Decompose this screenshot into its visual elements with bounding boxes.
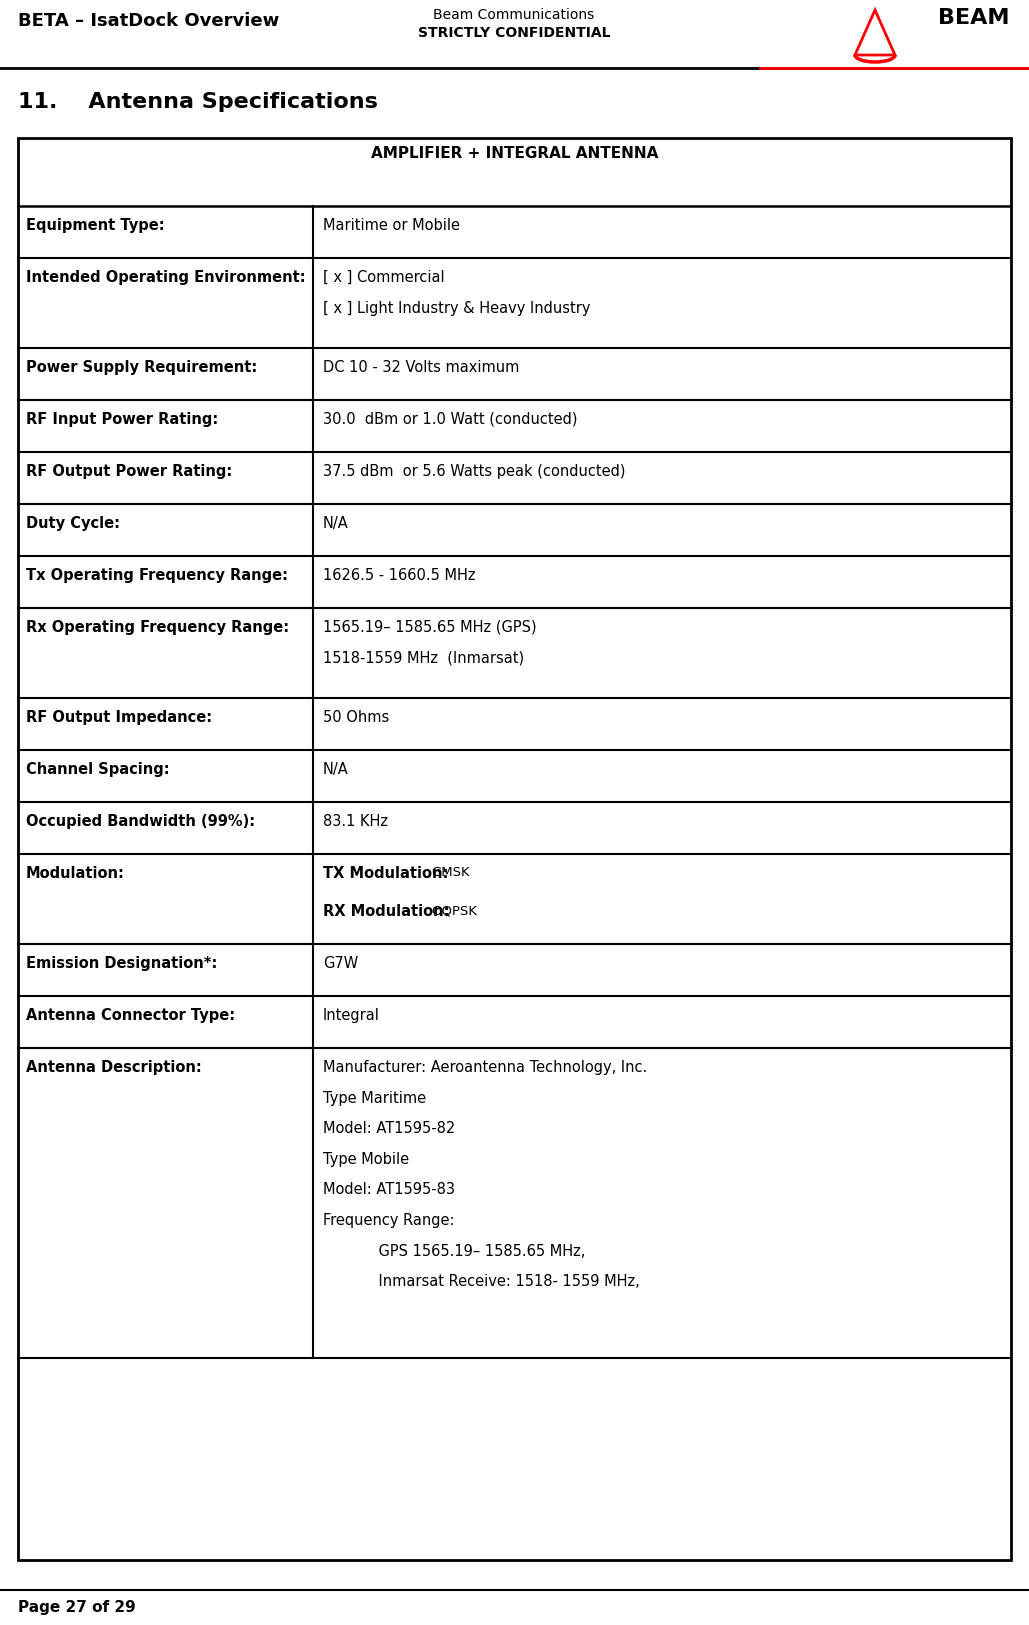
Text: STRICTLY CONFIDENTIAL: STRICTLY CONFIDENTIAL [418,26,610,41]
Text: 1565.19– 1585.65 MHz (GPS): 1565.19– 1585.65 MHz (GPS) [323,621,537,635]
Text: 30.0  dBm or 1.0 Watt (conducted): 30.0 dBm or 1.0 Watt (conducted) [323,413,577,427]
Text: G7W: G7W [323,956,358,972]
Text: AMPLIFIER + INTEGRAL ANTENNA: AMPLIFIER + INTEGRAL ANTENNA [370,146,659,161]
Text: Model: AT1595-83: Model: AT1595-83 [323,1183,455,1198]
Text: 37.5 dBm  or 5.6 Watts peak (conducted): 37.5 dBm or 5.6 Watts peak (conducted) [323,465,626,479]
Text: Rx Operating Frequency Range:: Rx Operating Frequency Range: [26,621,289,635]
Text: Duty Cycle:: Duty Cycle: [26,517,120,531]
Text: Intended Operating Environment:: Intended Operating Environment: [26,270,306,284]
Text: Antenna Connector Type:: Antenna Connector Type: [26,1008,235,1024]
Text: Equipment Type:: Equipment Type: [26,218,165,232]
Text: Occupied Bandwidth (99%):: Occupied Bandwidth (99%): [26,814,255,829]
Bar [17,138,1012,1560]
Text: DC 10 - 32 Volts maximum: DC 10 - 32 Volts maximum [323,361,520,375]
Text: N/A: N/A [323,762,349,777]
Text: RF Input Power Rating:: RF Input Power Rating: [26,413,218,427]
Text: 50 Ohms: 50 Ohms [323,710,389,725]
Text: Antenna Description:: Antenna Description: [26,1060,202,1076]
Text: 11.    Antenna Specifications: 11. Antenna Specifications [17,93,378,112]
Text: TX Modulation:: TX Modulation: [323,866,454,881]
Text: GPS 1565.19– 1585.65 MHz,: GPS 1565.19– 1585.65 MHz, [323,1243,586,1259]
Text: Page 27 of 29: Page 27 of 29 [17,1601,136,1615]
Text: Integral: Integral [323,1008,380,1024]
Text: [ x ] Light Industry & Heavy Industry: [ x ] Light Industry & Heavy Industry [323,301,591,315]
Text: [ x ] Commercial: [ x ] Commercial [323,270,445,284]
Text: Manufacturer: Aeroantenna Technology, Inc.: Manufacturer: Aeroantenna Technology, In… [323,1060,647,1076]
Text: Tx Operating Frequency Range:: Tx Operating Frequency Range: [26,569,288,583]
Text: Model: AT1595-82: Model: AT1595-82 [323,1121,455,1136]
Text: N/A: N/A [323,517,349,531]
Text: Channel Spacing:: Channel Spacing: [26,762,170,777]
Text: Power Supply Requirement:: Power Supply Requirement: [26,361,257,375]
Text: BETA – IsatDock Overview: BETA – IsatDock Overview [17,11,279,29]
Text: RF Output Impedance:: RF Output Impedance: [26,710,212,725]
Text: RX Modulation:: RX Modulation: [323,904,455,920]
Text: GMSK: GMSK [431,866,469,879]
Text: Beam Communications: Beam Communications [433,8,595,23]
Text: 1518-1559 MHz  (Inmarsat): 1518-1559 MHz (Inmarsat) [323,650,524,666]
Text: BEAM: BEAM [938,8,1010,28]
Text: Type Maritime: Type Maritime [323,1090,426,1105]
Text: 83.1 KHz: 83.1 KHz [323,814,388,829]
Text: RF Output Power Rating:: RF Output Power Rating: [26,465,233,479]
Text: OQPSK: OQPSK [431,904,477,916]
Text: Emission Designation*:: Emission Designation*: [26,956,217,972]
Text: Maritime or Mobile: Maritime or Mobile [323,218,460,232]
Text: Inmarsat Receive: 1518- 1559 MHz,: Inmarsat Receive: 1518- 1559 MHz, [323,1274,640,1289]
Text: Frequency Range:: Frequency Range: [323,1212,455,1228]
Text: 1626.5 - 1660.5 MHz: 1626.5 - 1660.5 MHz [323,569,475,583]
Text: Type Mobile: Type Mobile [323,1152,410,1167]
Text: Modulation:: Modulation: [26,866,125,881]
